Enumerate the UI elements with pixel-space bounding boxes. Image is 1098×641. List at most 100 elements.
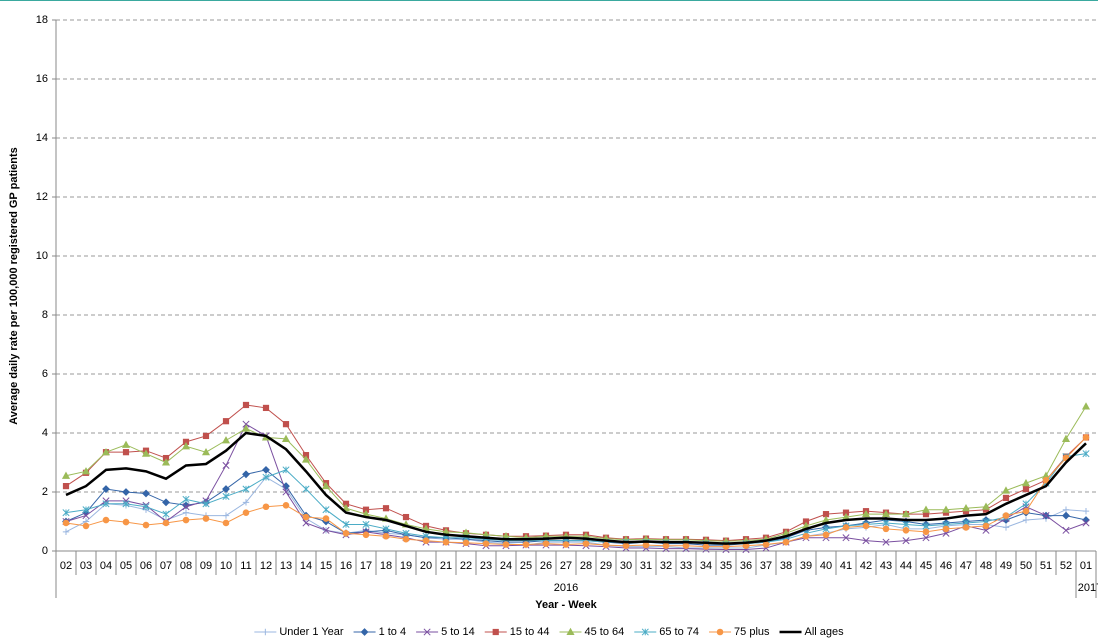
marker (262, 404, 270, 412)
x-group-label: 2016 (554, 582, 578, 594)
marker (422, 537, 430, 544)
marker (881, 509, 891, 518)
legend-label: 1 to 4 (379, 626, 407, 638)
x-tick-label: 11 (240, 560, 251, 572)
marker (922, 534, 930, 542)
marker (562, 541, 570, 548)
x-tick-label: 36 (740, 560, 752, 572)
marker (492, 628, 499, 636)
legend: Under 1 Year 1 to 4 5 to 14 15 to 44 45 to 6… (254, 626, 844, 638)
x-tick-label: 48 (980, 560, 992, 572)
legend-label: All ages (805, 626, 845, 638)
marker (1062, 526, 1070, 534)
x-tick-label: 33 (680, 560, 692, 572)
marker (122, 488, 130, 496)
legend-item: Under 1 Year (254, 626, 344, 638)
marker (281, 434, 291, 442)
x-tick-label: 13 (280, 560, 292, 572)
marker (62, 483, 70, 490)
legend-item: All ages (779, 626, 845, 638)
marker (221, 436, 231, 444)
marker (1022, 500, 1030, 508)
marker (322, 526, 330, 534)
series-line (65, 431, 1087, 545)
marker (222, 485, 230, 493)
marker (782, 538, 790, 546)
x-axis-title: Year - Week (535, 599, 597, 611)
y-tick-label: 8 (42, 309, 48, 321)
marker (502, 541, 510, 548)
legend-item: 65 to 74 (634, 626, 699, 638)
y-tick-label: 10 (36, 250, 48, 262)
x-tick-label: 44 (900, 560, 912, 572)
marker (861, 509, 871, 518)
marker (182, 516, 190, 524)
marker (121, 440, 131, 448)
x-tick-label: 17 (360, 560, 372, 572)
y-tick-label: 2 (42, 486, 48, 498)
marker (961, 503, 971, 512)
x-tick-label: 01 (1080, 560, 1092, 572)
x-tick-label: 42 (860, 560, 872, 572)
marker (602, 541, 610, 549)
marker (182, 509, 190, 516)
series (65, 431, 1087, 545)
marker (161, 458, 171, 466)
marker (262, 473, 270, 481)
marker (282, 421, 290, 428)
marker (822, 525, 830, 533)
marker (716, 628, 724, 636)
legend-item: 75 plus (709, 626, 770, 638)
marker (522, 541, 530, 548)
marker (922, 528, 930, 536)
marker (181, 442, 191, 450)
marker (61, 471, 71, 479)
y-tick-label: 18 (36, 14, 48, 26)
marker (762, 541, 770, 548)
marker (82, 506, 90, 514)
marker (1022, 516, 1030, 524)
marker (322, 515, 330, 522)
marker (1022, 507, 1030, 515)
legend-item: 45 to 64 (559, 626, 624, 638)
marker (902, 527, 910, 534)
x-tick-label: 05 (120, 560, 132, 572)
marker (382, 505, 390, 512)
x-tick-label: 18 (380, 560, 392, 572)
series-line (65, 404, 1087, 542)
marker (222, 512, 230, 519)
marker (301, 455, 311, 463)
x-tick-label: 34 (700, 560, 712, 572)
marker (162, 510, 170, 518)
series-line (65, 406, 1087, 542)
x-tick-label: 12 (260, 560, 272, 572)
marker (423, 628, 431, 636)
marker (882, 525, 890, 533)
marker (902, 520, 910, 529)
marker (242, 509, 250, 516)
x-tick-label: 37 (760, 560, 772, 572)
marker (682, 542, 690, 549)
x-tick-label: 49 (1000, 560, 1012, 572)
marker (302, 519, 310, 527)
legend-label: 75 plus (734, 626, 770, 638)
marker (341, 503, 351, 512)
marker (282, 488, 290, 496)
marker (982, 522, 990, 530)
marker (262, 503, 270, 511)
x-tick-label: 02 (60, 560, 72, 572)
series-line (65, 453, 1087, 546)
x-tick-label: 10 (220, 560, 232, 572)
marker (360, 628, 369, 636)
y-tick-label: 16 (36, 73, 48, 85)
marker (282, 501, 290, 509)
marker (81, 467, 91, 475)
marker (262, 465, 270, 474)
marker (901, 509, 911, 518)
marker (122, 449, 130, 456)
legend-label: Under 1 Year (279, 626, 344, 638)
marker (642, 541, 650, 549)
x-tick-label: 23 (480, 560, 492, 572)
marker (302, 485, 310, 493)
y-axis-title: Average daily rate per 100,000 registere… (8, 147, 20, 425)
